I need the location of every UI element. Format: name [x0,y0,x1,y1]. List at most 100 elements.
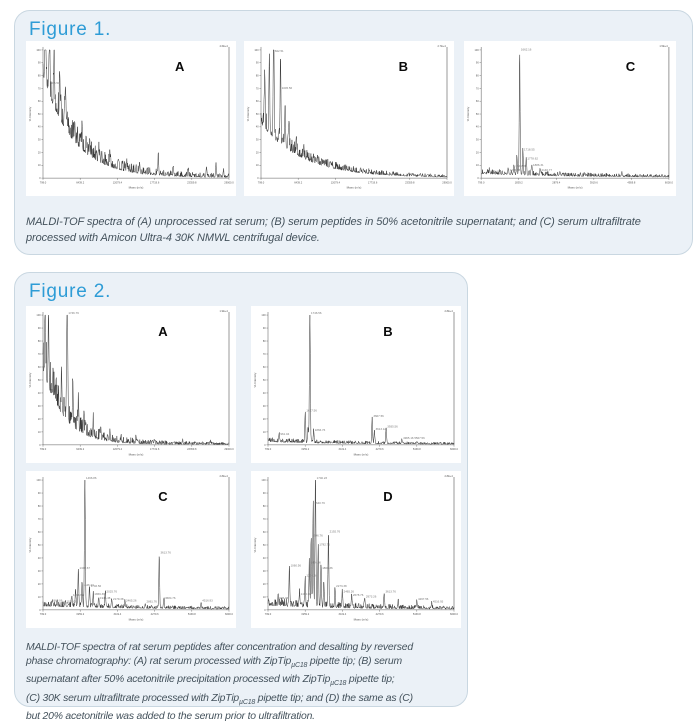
svg-text:10: 10 [38,596,41,599]
svg-text:3667.56: 3667.56 [373,414,384,418]
svg-text:10: 10 [263,596,266,599]
svg-text:20: 20 [263,418,266,421]
svg-text:60: 60 [38,366,41,369]
svg-text:5439.8: 5439.8 [413,612,421,616]
svg-text:2273.38: 2273.38 [336,584,347,588]
svg-text:B: B [399,59,408,74]
figure1-spectrum-panel-c: 0 10 20 30 40 50 60 70 80 90 100 799.0 1839.2 2879.4 3… [464,41,676,196]
svg-text:3684.76: 3684.76 [165,596,176,600]
svg-text:799.0: 799.0 [265,612,272,616]
svg-text:1466.86: 1466.86 [310,561,321,565]
svg-text:Mass (m/z): Mass (m/z) [129,452,144,456]
svg-text:100: 100 [261,314,266,317]
spectrum-chart-fig2-c: 0 10 20 30 40 50 60 70 80 90 100 799.0 1959.2 3119.4 4… [28,474,233,622]
figure1-box: Figure 1. 0 10 20 30 40 50 60 70 80 90 100 799.0 643… [14,10,693,255]
svg-text:20: 20 [38,151,41,154]
svg-text:4.6E+4: 4.6E+4 [220,44,229,48]
svg-text:5439.8: 5439.8 [413,447,421,451]
svg-text:1746.23: 1746.23 [317,476,328,480]
svg-text:Mass (m/z): Mass (m/z) [354,617,369,621]
svg-text:1866.76: 1866.76 [315,428,326,432]
svg-text:12079.4: 12079.4 [331,180,341,184]
svg-text:6600.0: 6600.0 [225,612,233,616]
svg-text:90: 90 [38,492,41,495]
svg-text:80: 80 [476,74,479,77]
svg-text:1718.55: 1718.55 [524,148,535,152]
svg-text:1866.36: 1866.36 [94,592,105,596]
svg-text:29000.0: 29000.0 [224,180,234,184]
svg-text:799.0: 799.0 [40,447,47,451]
svg-text:50: 50 [38,379,41,382]
svg-text:70: 70 [38,353,41,356]
svg-text:50: 50 [38,544,41,547]
svg-text:30: 30 [38,139,41,142]
svg-text:2465.26: 2465.26 [344,589,355,593]
svg-text:40: 40 [256,126,259,129]
svg-text:20: 20 [38,583,41,586]
svg-text:40: 40 [263,557,266,560]
svg-text:10: 10 [263,431,266,434]
svg-text:30: 30 [38,570,41,573]
svg-text:80: 80 [38,74,41,77]
figure2-title: Figure 2. [29,281,112,302]
svg-text:10: 10 [38,431,41,434]
svg-text:10: 10 [256,164,259,167]
svg-text:20: 20 [476,151,479,154]
svg-text:40: 40 [38,126,41,129]
svg-text:1662.16: 1662.16 [521,48,532,52]
svg-text:946.06: 946.06 [279,596,288,600]
svg-text:Mass (m/z): Mass (m/z) [568,186,583,190]
svg-text:90: 90 [38,62,41,65]
svg-text:100: 100 [261,479,266,482]
svg-text:2179.38: 2179.38 [113,597,124,601]
svg-text:20: 20 [38,418,41,421]
svg-text:Mass (m/z): Mass (m/z) [129,186,144,190]
svg-text:1446.23: 1446.23 [83,583,94,587]
svg-text:1746.76: 1746.76 [68,311,79,315]
svg-text:% Intensity: % Intensity [466,106,470,121]
svg-text:2973.26: 2973.26 [366,594,377,598]
svg-text:70: 70 [38,518,41,521]
figure2-caption: MALDI-TOF spectra of rat serum peptides … [26,642,413,722]
svg-text:100: 100 [36,49,41,52]
svg-text:1196.08: 1196.08 [67,600,78,604]
svg-text:30: 30 [38,405,41,408]
svg-text:2.8E+4: 2.8E+4 [445,309,454,313]
spectrum-chart-fig2-d: 0 10 20 30 40 50 60 70 80 90 100 799.0 1959.2 3119.4 4… [253,474,458,622]
svg-text:100: 100 [36,479,41,482]
svg-text:2025.76: 2025.76 [107,589,118,593]
figure2-box: Figure 2. 0 10 20 30 40 50 60 70 80 90 100 799.0 643… [14,272,468,722]
svg-text:17719.6: 17719.6 [368,180,378,184]
svg-text:799.0: 799.0 [40,612,47,616]
svg-text:1.9E+4: 1.9E+4 [220,309,229,313]
figure1-caption: MALDI-TOF spectra of (A) unprocessed rat… [26,216,641,244]
figure1-spectrum-panel-a: 0 10 20 30 40 50 60 70 80 90 100 799.0 6439.2 12079.4… [26,41,236,196]
spectrum-chart-fig1-c: 0 10 20 30 40 50 60 70 80 90 100 799.0 1839.2 2879.4 3… [466,44,673,190]
svg-text:20: 20 [263,583,266,586]
svg-text:10: 10 [38,164,41,167]
svg-text:90: 90 [476,62,479,65]
svg-text:6600.0: 6600.0 [450,612,458,616]
svg-text:90: 90 [263,327,266,330]
svg-text:A: A [158,324,168,339]
svg-text:1.5E+4: 1.5E+4 [659,44,668,48]
svg-text:1466.86: 1466.86 [86,476,97,480]
svg-text:70: 70 [476,87,479,90]
svg-text:90: 90 [38,327,41,330]
svg-text:% Intensity: % Intensity [28,372,32,387]
svg-text:50: 50 [263,544,266,547]
svg-text:Mass (m/z): Mass (m/z) [347,186,362,190]
svg-text:C: C [626,59,636,74]
svg-text:60: 60 [38,100,41,103]
svg-text:30: 30 [263,570,266,573]
svg-text:3935.56: 3935.56 [387,424,398,428]
figure2-spectrum-panel-a: 0 10 20 30 40 50 60 70 80 90 100 799.0 6439.2 12079.4… [26,306,236,463]
svg-text:% Intensity: % Intensity [28,106,32,121]
spectrum-chart-fig2-a: 0 10 20 30 40 50 60 70 80 90 100 799.0 6439.2 12079.4… [28,309,234,457]
svg-text:2879.4: 2879.4 [552,180,561,184]
svg-text:4516.93: 4516.93 [202,598,213,602]
svg-text:30: 30 [256,139,259,142]
svg-text:842.51: 842.51 [275,49,284,53]
figure2-spectrum-panel-d: 0 10 20 30 40 50 60 70 80 90 100 799.0 1959.2 3119.4 4… [251,471,461,628]
svg-text:100: 100 [254,49,259,52]
